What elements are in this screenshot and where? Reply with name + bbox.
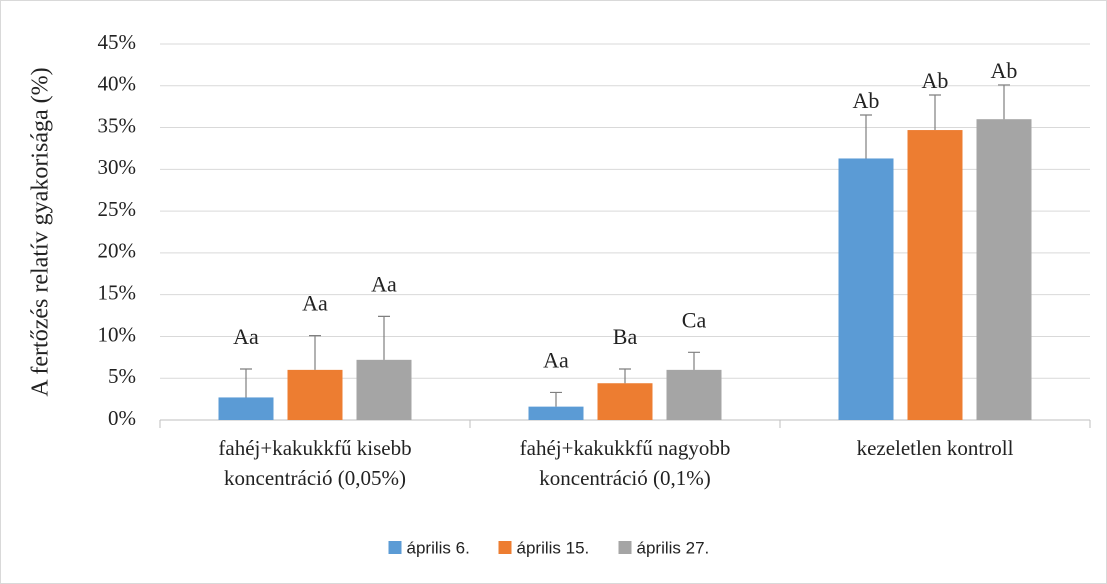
- data-label: Ab: [922, 68, 949, 93]
- data-label: Ab: [853, 88, 880, 113]
- error-bar: [998, 84, 1010, 120]
- x-tick-label: fahéj+kakukkfű nagyobb: [520, 436, 731, 460]
- bar: [907, 130, 963, 420]
- data-label: Ca: [682, 307, 707, 332]
- error-bar: [688, 351, 700, 370]
- y-tick-label: 25%: [98, 197, 137, 221]
- x-tick-label: kezeletlen kontroll: [857, 436, 1014, 460]
- legend-label: április 6.: [407, 538, 470, 557]
- data-label: Aa: [302, 291, 328, 316]
- legend-label: április 27.: [637, 538, 710, 557]
- error-bar: [619, 368, 631, 384]
- bar: [528, 406, 584, 420]
- data-label: Aa: [233, 324, 259, 349]
- y-tick-label: 10%: [98, 322, 137, 346]
- legend-label: április 15.: [517, 538, 590, 557]
- x-tick-label: koncentráció (0,05%): [224, 466, 406, 490]
- x-tick-label: koncentráció (0,1%): [539, 466, 710, 490]
- bar: [976, 119, 1032, 420]
- bar: [287, 369, 343, 420]
- bar: [597, 383, 653, 420]
- y-tick-label: 35%: [98, 113, 137, 137]
- legend-swatch: [498, 541, 512, 554]
- y-axis-title: A fertőzés relatív gyakorisága (%): [28, 67, 54, 396]
- error-bar: [860, 114, 872, 159]
- data-label: Ab: [991, 58, 1018, 83]
- bar: [838, 158, 894, 420]
- bar: [356, 359, 412, 420]
- y-tick-label: 45%: [98, 30, 137, 54]
- data-label: Aa: [371, 271, 397, 296]
- legend-swatch: [388, 541, 402, 554]
- y-tick-label: 15%: [98, 280, 137, 304]
- y-tick-label: 30%: [98, 155, 137, 179]
- error-bar: [378, 315, 390, 360]
- error-bar: [240, 368, 252, 398]
- y-tick-label: 20%: [98, 239, 137, 263]
- y-tick-label: 40%: [98, 72, 137, 96]
- y-tick-label: 5%: [108, 364, 136, 388]
- data-label: Aa: [543, 347, 569, 372]
- legend-swatch: [618, 541, 632, 554]
- bar: [666, 369, 722, 420]
- y-tick-label: 0%: [108, 406, 136, 430]
- error-bar: [309, 335, 321, 370]
- error-bar: [550, 391, 562, 407]
- bar: [218, 397, 274, 420]
- data-label: Ba: [613, 324, 638, 349]
- error-bar: [929, 94, 941, 131]
- x-tick-label: fahéj+kakukkfű kisebb: [218, 436, 411, 460]
